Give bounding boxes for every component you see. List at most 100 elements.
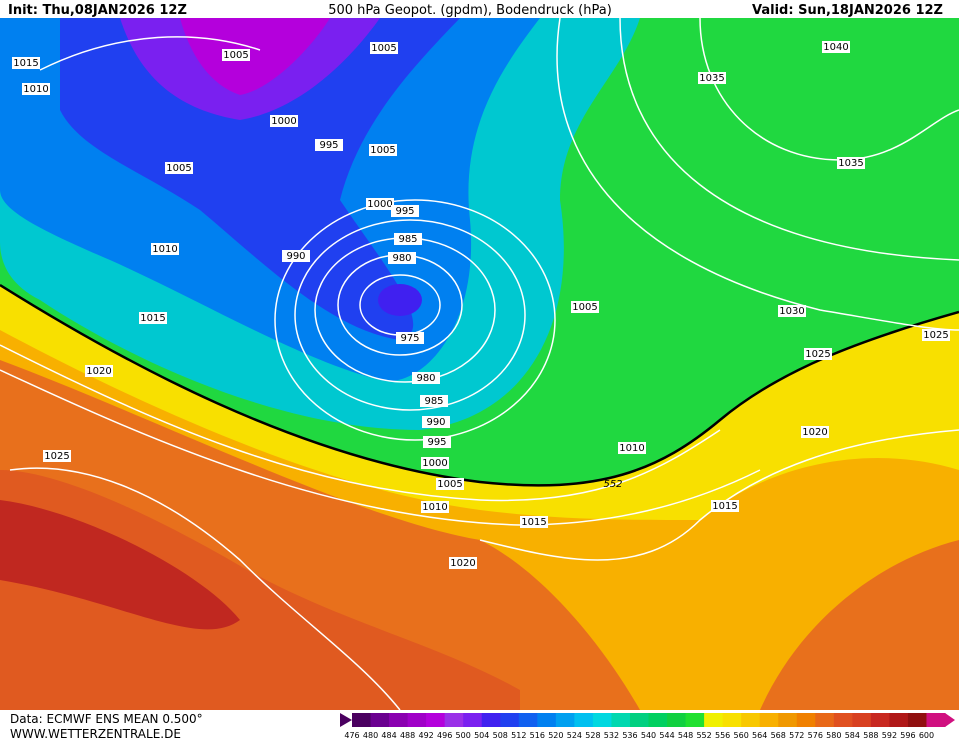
label-box — [282, 250, 310, 262]
isobar-label: 1035 — [699, 73, 724, 84]
isobar-label: 1010 — [152, 244, 177, 255]
geopotential-field — [0, 18, 959, 710]
label-box — [436, 478, 464, 490]
label-box — [222, 49, 250, 61]
legend-swatch — [370, 713, 390, 727]
legend-swatch — [537, 713, 557, 727]
legend-label: 600 — [919, 731, 934, 740]
legend-label: 508 — [493, 731, 508, 740]
isobar-label: 1015 — [712, 501, 737, 512]
field-low-core — [378, 284, 422, 316]
field-darkred — [0, 500, 240, 630]
label-box — [43, 450, 71, 462]
legend-swatch — [833, 713, 853, 727]
label-box — [391, 205, 419, 217]
legend-swatch — [574, 713, 594, 727]
isobar-label: 1035 — [838, 158, 863, 169]
isobar-label: 1040 — [823, 42, 848, 53]
valid-time: Valid: Sun,18JAN2026 12Z — [752, 3, 943, 18]
label-box — [165, 162, 193, 174]
field-purple — [180, 18, 330, 95]
label-box — [801, 426, 829, 438]
legend-label: 504 — [474, 731, 489, 740]
legend-label: 524 — [567, 731, 582, 740]
label-box — [422, 416, 450, 428]
isobars — [0, 17, 959, 711]
website: WWW.WETTERZENTRALE.DE — [10, 727, 181, 741]
isobar-label: 1015 — [13, 58, 38, 69]
legend-label: 560 — [734, 731, 749, 740]
label-box — [423, 436, 451, 448]
field-yellow — [0, 285, 959, 520]
legend-swatch — [463, 713, 483, 727]
legend-label: 496 — [437, 731, 452, 740]
legend-label: 580 — [826, 731, 841, 740]
label-box — [520, 516, 548, 528]
legend-swatch — [889, 713, 909, 727]
legend-swatch — [704, 713, 724, 727]
legend-swatch — [685, 713, 705, 727]
legend-label: 568 — [771, 731, 786, 740]
isobar-label: 1025 — [44, 451, 69, 462]
legend-label: 540 — [641, 731, 656, 740]
data-source: Data: ECMWF ENS MEAN 0.500° — [10, 712, 203, 726]
legend-swatch — [481, 713, 501, 727]
legend-swatch — [852, 713, 872, 727]
label-box — [421, 501, 449, 513]
contour-552 — [0, 283, 959, 487]
isobar-label: 1005 — [370, 145, 395, 156]
label-box — [822, 41, 850, 53]
legend: 476 480 484 488 492 496 500 504 508 512 516 520 524 5… — [340, 713, 955, 740]
legend-label: 480 — [363, 731, 378, 740]
legend-label: 520 — [548, 731, 563, 740]
legend-swatch — [444, 713, 464, 727]
isobar-label: 1020 — [802, 427, 827, 438]
legend-label: 544 — [659, 731, 674, 740]
isobar-label: 1025 — [923, 330, 948, 341]
isobar-label: 975 — [400, 333, 419, 344]
legend-swatch — [741, 713, 761, 727]
legend-label: 552 — [696, 731, 711, 740]
label-box — [778, 305, 806, 317]
isobar-label: 1015 — [140, 313, 165, 324]
label-box — [394, 233, 422, 245]
isobar-label: 1015 — [521, 517, 546, 528]
header-bar — [0, 0, 959, 18]
legend-label: 564 — [752, 731, 767, 740]
legend-arrow-right — [945, 713, 955, 727]
legend-label: 492 — [418, 731, 433, 740]
legend-swatch — [426, 713, 446, 727]
legend-swatch — [870, 713, 890, 727]
isobar-label: 1025 — [805, 349, 830, 360]
legend-swatch — [407, 713, 427, 727]
label-box — [396, 332, 424, 344]
isobar-label: 980 — [416, 373, 435, 384]
legend-swatch — [592, 713, 612, 727]
legend-swatch — [648, 713, 668, 727]
isobar-label: 1010 — [619, 443, 644, 454]
label-box — [151, 243, 179, 255]
legend-swatch — [518, 713, 538, 727]
legend-label: 588 — [863, 731, 878, 740]
legend-label: 512 — [511, 731, 526, 740]
legend-label: 556 — [715, 731, 730, 740]
isobar-label: 1000 — [367, 199, 392, 210]
legend-label: 536 — [622, 731, 637, 740]
legend-swatch — [722, 713, 742, 727]
label-box — [388, 252, 416, 264]
label-box — [366, 198, 394, 210]
legend-swatch — [815, 713, 835, 727]
label-box — [22, 83, 50, 95]
label-box — [837, 157, 865, 169]
label-box — [420, 395, 448, 407]
legend-label: 548 — [678, 731, 693, 740]
map-title: 500 hPa Geopot. (gpdm), Bodendruck (hPa) — [328, 3, 612, 18]
isobar-label: 995 — [319, 140, 338, 151]
legend-swatch — [629, 713, 649, 727]
legend-swatch — [611, 713, 631, 727]
legend-swatch — [667, 713, 687, 727]
field-red — [0, 470, 520, 710]
legend-label: 576 — [808, 731, 823, 740]
